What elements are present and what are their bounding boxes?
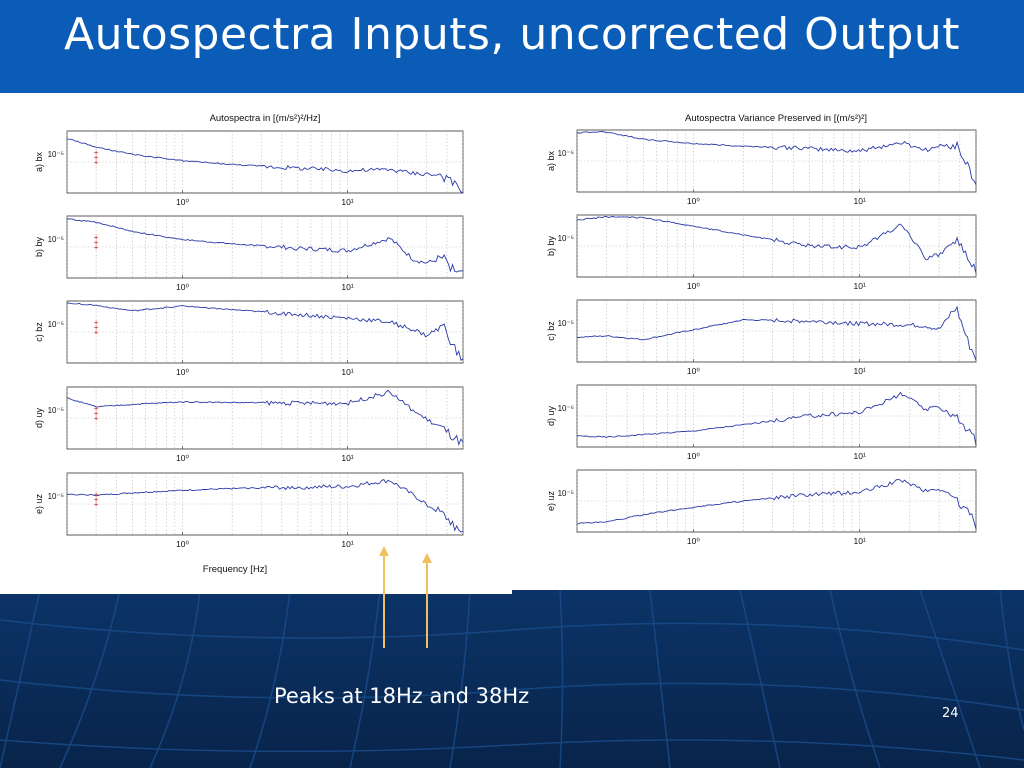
- series-line: [66, 479, 464, 533]
- x-tick-label: 10¹: [854, 196, 866, 206]
- marker-symbol: +: [94, 153, 99, 162]
- x-tick-label: 10⁰: [176, 282, 189, 292]
- marker-symbol: +: [94, 500, 99, 509]
- x-tick-label: 10¹: [341, 367, 353, 377]
- y-tick-label: 10⁻⁵: [48, 406, 64, 415]
- marker-symbol: +: [94, 158, 99, 167]
- series-line: [576, 391, 977, 446]
- subplot-label: a) bx: [546, 150, 556, 171]
- marker-symbol: +: [94, 243, 99, 252]
- series-line: [576, 479, 977, 530]
- y-tick-label: 10⁻⁵: [48, 150, 64, 159]
- series-line: [66, 302, 464, 361]
- marker-symbol: +: [94, 318, 99, 327]
- subplot-label: b) by: [546, 235, 556, 256]
- series-line: [66, 218, 464, 273]
- series-line: [66, 389, 464, 446]
- x-tick-label: 10⁰: [176, 197, 189, 207]
- subplot-label: c) bz: [546, 321, 556, 341]
- y-tick-label: 10⁻⁵: [558, 404, 574, 413]
- subplot-label: c) bz: [34, 322, 44, 342]
- subplot-duy: +++ d) uy 10⁻⁵ 10⁰ 10¹: [34, 386, 464, 463]
- x-tick-label: 10⁰: [687, 536, 700, 546]
- x-tick-label: 10¹: [341, 453, 353, 463]
- figure-title: Autospectra Variance Preserved in [(m/s²…: [685, 113, 867, 124]
- marker-symbol: +: [94, 148, 99, 157]
- x-tick-label: 10¹: [854, 536, 866, 546]
- figure-variance-preserved: Autospectra Variance Preserved in [(m/s²…: [512, 93, 1024, 590]
- figure-autospectra: Autospectra in [(m/s²)²/Hz] + + + a) bx 10⁻⁵ 1…: [0, 93, 512, 594]
- x-tick-label: 10⁰: [687, 281, 700, 291]
- subplot-label: e) uz: [34, 493, 44, 514]
- marker-symbol: +: [94, 238, 99, 247]
- subplot-label: d) uy: [34, 407, 44, 428]
- subplot-label: a) bx: [34, 151, 44, 172]
- series-line: [577, 131, 977, 185]
- subplot-bby: b) by 10⁻⁵ 10⁰ 10¹: [546, 214, 977, 291]
- x-tick-label: 10⁰: [687, 451, 700, 461]
- subplot-label: d) uy: [546, 405, 556, 426]
- y-tick-label: 10⁻⁵: [558, 489, 574, 498]
- figure-right-plots: Autospectra Variance Preserved in [(m/s²…: [546, 113, 977, 546]
- x-tick-label: 10⁰: [176, 367, 189, 377]
- x-tick-label: 10⁰: [176, 539, 189, 549]
- series-line: [576, 215, 977, 274]
- slide-title: Autospectra Inputs, uncorrected Output: [63, 9, 961, 60]
- y-tick-label: 10⁻⁵: [48, 235, 64, 244]
- x-tick-label: 10⁰: [176, 453, 189, 463]
- x-tick-label: 10¹: [341, 539, 353, 549]
- figure-left-plots: Autospectra in [(m/s²)²/Hz]+++a) bx 10⁻⁵1…: [34, 113, 464, 575]
- subplot-label: b) by: [34, 236, 44, 257]
- x-tick-label: 10⁰: [687, 196, 700, 206]
- page-number: 24: [942, 706, 959, 721]
- marker-symbol: +: [94, 233, 99, 242]
- subplot-abx: +++ a) bx 10⁻⁵ 10⁰ 10¹: [34, 130, 464, 207]
- marker-symbol: +: [94, 409, 99, 418]
- subplot-cbz: +++ c) bz 10⁻⁵ 10⁰ 10¹: [34, 300, 464, 377]
- series-line: [576, 305, 977, 361]
- x-tick-label: 10⁰: [687, 366, 700, 376]
- x-tick-label: 10¹: [341, 282, 353, 292]
- figure-title: Autospectra in [(m/s²)²/Hz]: [210, 113, 321, 124]
- x-tick-label: 10¹: [854, 366, 866, 376]
- marker-symbol: +: [94, 414, 99, 423]
- x-tick-label: 10¹: [854, 451, 866, 461]
- x-tick-label: 10¹: [854, 281, 866, 291]
- series-line: [66, 138, 464, 193]
- y-tick-label: 10⁻⁵: [48, 492, 64, 501]
- background-pattern: [0, 590, 1024, 768]
- x-tick-label: 10¹: [341, 197, 353, 207]
- subplot-duy: d) uy 10⁻⁵ 10⁰ 10¹: [546, 384, 977, 461]
- subplot-label: e) uz: [546, 490, 556, 511]
- x-axis-label: Frequency [Hz]: [203, 564, 267, 575]
- marker-symbol: +: [94, 495, 99, 504]
- title-bar: Autospectra Inputs, uncorrected Output: [0, 0, 1024, 93]
- subplot-euz: +++ e) uz 10⁻⁵ 10⁰ 10¹: [34, 472, 464, 549]
- subplot-abx: a) bx 10⁻⁵ 10⁰ 10¹: [546, 129, 977, 206]
- marker-symbol: +: [94, 404, 99, 413]
- marker-symbol: +: [94, 323, 99, 332]
- subplot-cbz: c) bz 10⁻⁵ 10⁰ 10¹: [546, 299, 977, 376]
- y-tick-label: 10⁻⁵: [558, 234, 574, 243]
- subplot-euz: e) uz 10⁻⁵ 10⁰ 10¹: [546, 469, 977, 546]
- marker-symbol: +: [94, 328, 99, 337]
- y-tick-label: 10⁻⁵: [558, 319, 574, 328]
- y-tick-label: 10⁻⁵: [558, 149, 574, 158]
- y-tick-label: 10⁻⁵: [48, 320, 64, 329]
- marker-symbol: +: [94, 490, 99, 499]
- caption: Peaks at 18Hz and 38Hz: [274, 684, 530, 708]
- subplot-bby: +++ b) by 10⁻⁵ 10⁰ 10¹: [34, 215, 464, 292]
